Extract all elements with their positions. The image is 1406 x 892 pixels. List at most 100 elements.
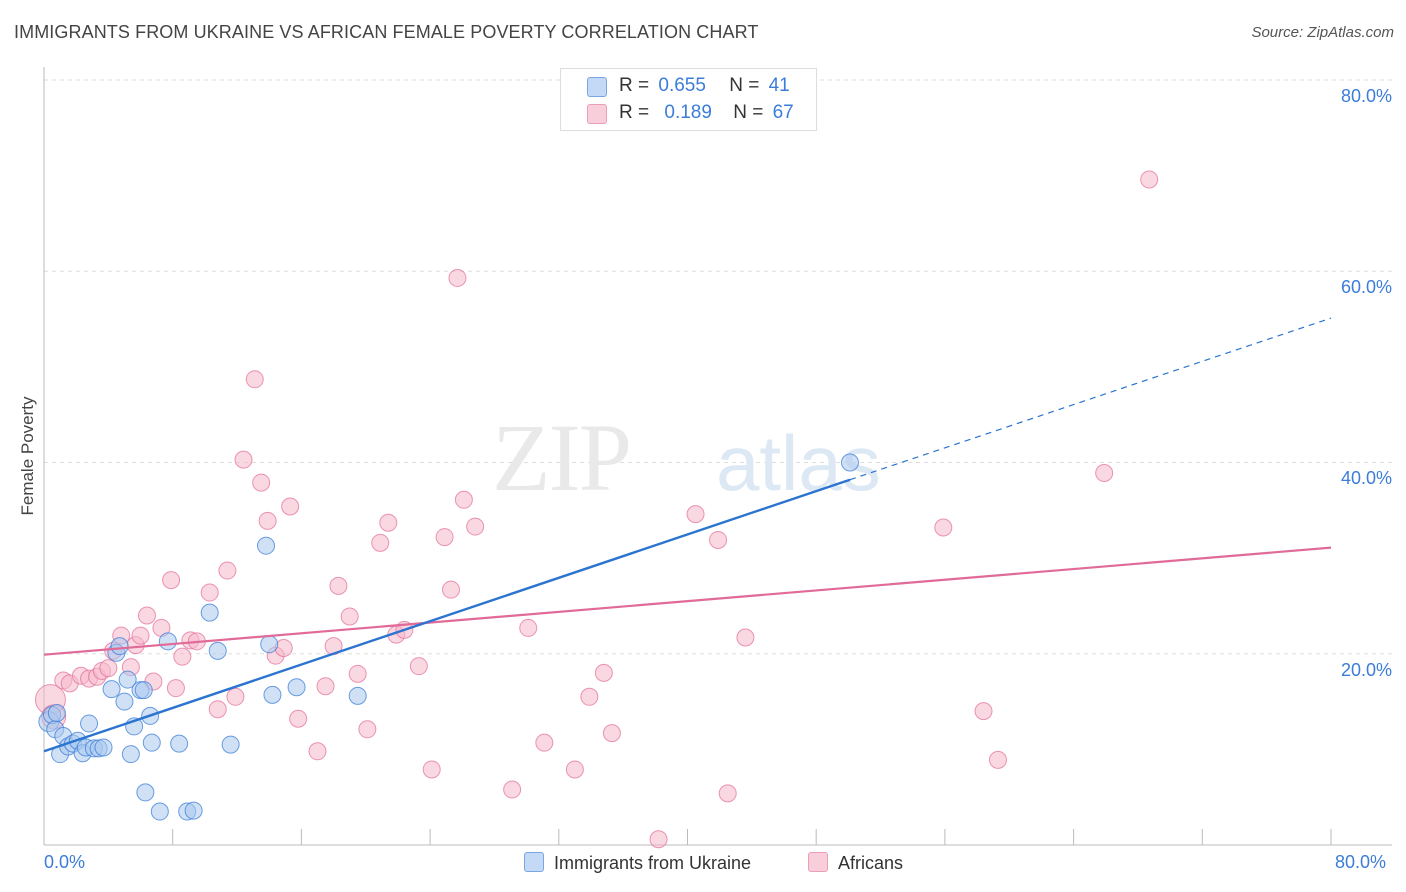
ukraine-point bbox=[134, 681, 153, 700]
legend-swatch-ukraine bbox=[587, 77, 607, 97]
bottom-legend-swatch-africans bbox=[808, 852, 828, 872]
ukraine-point bbox=[150, 802, 169, 821]
africans-point bbox=[358, 720, 377, 739]
legend-r-label: R = bbox=[619, 102, 650, 123]
ukraine-point bbox=[121, 745, 140, 764]
africans-point bbox=[1095, 464, 1114, 483]
africans-point bbox=[316, 677, 335, 696]
africans-point bbox=[173, 647, 192, 666]
legend-r-value: 0.655 bbox=[658, 75, 706, 96]
africans-point bbox=[580, 687, 599, 706]
africans-point bbox=[602, 724, 621, 743]
source-label: Source: ZipAtlas.com bbox=[1251, 24, 1394, 41]
ukraine-point bbox=[287, 678, 306, 697]
africans-point bbox=[308, 742, 327, 761]
africans-point bbox=[245, 370, 264, 389]
ukraine-point bbox=[102, 680, 121, 699]
africans-point bbox=[137, 606, 156, 625]
africans-trend-line bbox=[43, 546, 1332, 656]
africans-point bbox=[448, 268, 467, 287]
bottom-legend-africans: Africans bbox=[808, 852, 903, 874]
africans-point bbox=[208, 700, 227, 719]
ukraine-point bbox=[158, 632, 177, 651]
africans-point bbox=[535, 733, 554, 752]
africans-point bbox=[934, 518, 953, 537]
africans-point bbox=[371, 533, 390, 552]
ukraine-point bbox=[110, 637, 129, 656]
y-tick-label: 40.0% bbox=[1340, 468, 1392, 488]
africans-point bbox=[594, 663, 613, 682]
africans-point bbox=[218, 561, 237, 580]
africans-point bbox=[649, 830, 668, 849]
africans-point bbox=[435, 528, 454, 547]
africans-point bbox=[466, 517, 485, 536]
africans-point bbox=[988, 750, 1007, 769]
bottom-legend-label-ukraine: Immigrants from Ukraine bbox=[554, 853, 752, 873]
ukraine-point bbox=[348, 686, 367, 705]
ukraine-point bbox=[260, 635, 279, 654]
africans-point bbox=[234, 450, 253, 469]
ukraine-point bbox=[47, 704, 66, 723]
africans-point bbox=[709, 530, 728, 549]
ukraine-point bbox=[94, 738, 113, 757]
ukraine-point bbox=[200, 603, 219, 622]
africans-point bbox=[503, 780, 522, 799]
africans-point bbox=[252, 473, 271, 492]
ukraine-point bbox=[170, 734, 189, 753]
ukraine-trend-extension bbox=[849, 317, 1332, 481]
legend-r-value: 0.189 bbox=[664, 102, 712, 123]
ukraine-point bbox=[257, 536, 276, 555]
chart-title: IMMIGRANTS FROM UKRAINE VS AFRICAN FEMAL… bbox=[14, 22, 759, 42]
africans-point bbox=[162, 571, 181, 590]
legend-n-label: N = bbox=[733, 102, 764, 123]
legend-n-value: 67 bbox=[772, 102, 794, 123]
africans-point bbox=[166, 679, 185, 698]
africans-point bbox=[281, 497, 300, 516]
africans-point bbox=[409, 657, 428, 676]
ukraine-point bbox=[208, 641, 227, 660]
ukraine-point bbox=[136, 783, 155, 802]
africans-point bbox=[442, 580, 461, 599]
africans-point bbox=[258, 511, 277, 530]
africans-point bbox=[131, 626, 150, 645]
x-tick-label-max: 80.0% bbox=[1335, 852, 1387, 872]
africans-point bbox=[736, 628, 755, 647]
ukraine-point bbox=[118, 670, 137, 689]
africans-point bbox=[226, 687, 245, 706]
bottom-legend-ukraine: Immigrants from Ukraine bbox=[524, 852, 751, 874]
y-tick-label: 80.0% bbox=[1340, 86, 1392, 106]
ukraine-trend-line bbox=[43, 478, 851, 753]
y-tick-label: 60.0% bbox=[1340, 277, 1392, 297]
africans-point bbox=[200, 583, 219, 602]
ukraine-point bbox=[80, 714, 99, 733]
africans-point bbox=[340, 607, 359, 626]
y-tick-label: 20.0% bbox=[1340, 660, 1392, 680]
africans-point bbox=[348, 664, 367, 683]
africans-point bbox=[422, 760, 441, 779]
africans-points bbox=[34, 170, 1159, 849]
ukraine-points bbox=[38, 453, 859, 821]
legend: R = 0.655 N = 41 R = 0.189 N = 67 bbox=[560, 68, 817, 131]
legend-n-label: N = bbox=[729, 75, 760, 96]
ukraine-point bbox=[221, 735, 240, 754]
bottom-legend-swatch-ukraine bbox=[524, 852, 544, 872]
ukraine-point bbox=[263, 685, 282, 704]
trend-lines bbox=[43, 317, 1332, 753]
africans-point bbox=[1140, 170, 1159, 189]
africans-point bbox=[329, 576, 348, 595]
grid-lines bbox=[44, 79, 1392, 655]
ukraine-point bbox=[840, 453, 859, 472]
legend-r-label: R = bbox=[619, 75, 650, 96]
africans-point bbox=[686, 505, 705, 524]
bottom-legend-label-africans: Africans bbox=[838, 853, 904, 873]
africans-point bbox=[289, 709, 308, 728]
africans-point bbox=[99, 659, 118, 678]
ukraine-point bbox=[115, 692, 134, 711]
africans-point bbox=[565, 760, 584, 779]
ukraine-point bbox=[142, 733, 161, 752]
legend-swatch-africans bbox=[587, 104, 607, 124]
ukraine-point bbox=[184, 801, 203, 820]
africans-point bbox=[379, 513, 398, 532]
africans-point bbox=[454, 490, 473, 509]
